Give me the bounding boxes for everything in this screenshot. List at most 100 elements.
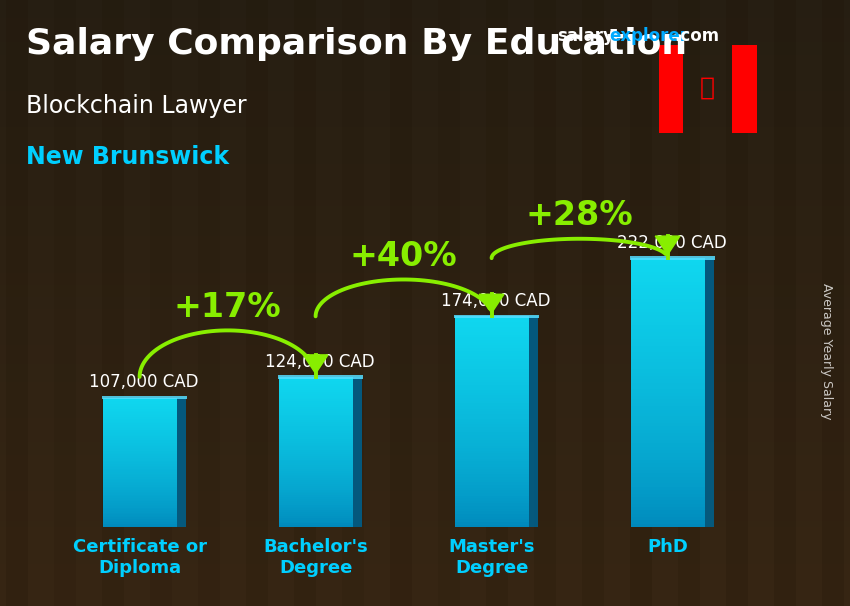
Text: 174,000 CAD: 174,000 CAD	[441, 292, 551, 310]
Bar	[103, 462, 177, 464]
Bar	[103, 407, 177, 409]
Bar	[455, 459, 529, 461]
Bar	[0, 327, 850, 333]
Bar	[631, 376, 705, 379]
Bar	[279, 478, 353, 480]
Bar	[278, 375, 363, 379]
Bar	[631, 524, 705, 527]
Bar	[455, 348, 529, 351]
Bar	[343, 0, 364, 606]
Bar	[103, 431, 177, 433]
Bar	[455, 414, 529, 416]
Bar	[103, 469, 177, 470]
Bar	[103, 508, 177, 510]
Bar	[0, 206, 850, 212]
Bar	[455, 432, 529, 435]
Bar	[279, 390, 353, 392]
Bar	[0, 539, 850, 545]
Bar	[455, 375, 529, 377]
Bar	[279, 456, 353, 458]
Bar	[103, 498, 177, 500]
Bar	[103, 458, 177, 459]
Bar	[0, 279, 850, 285]
Bar	[455, 324, 529, 327]
Bar	[279, 522, 353, 524]
Bar	[0, 188, 850, 194]
Bar	[631, 477, 705, 480]
Bar	[103, 524, 177, 525]
Bar	[103, 424, 177, 425]
Bar	[103, 461, 177, 462]
Bar	[279, 524, 353, 525]
Bar	[455, 498, 529, 501]
Bar	[0, 0, 850, 6]
Bar	[102, 396, 187, 399]
Bar	[0, 339, 850, 345]
Bar	[631, 332, 705, 336]
Bar	[279, 471, 353, 473]
Bar	[0, 61, 850, 67]
Bar	[103, 410, 177, 412]
Bar	[0, 533, 850, 539]
Polygon shape	[479, 295, 504, 313]
Bar	[631, 275, 705, 278]
Bar	[0, 248, 850, 255]
Bar	[455, 332, 529, 335]
Bar	[0, 42, 850, 48]
Bar	[455, 404, 529, 406]
Bar	[0, 291, 850, 297]
Bar	[0, 570, 850, 576]
Bar	[0, 24, 850, 30]
Bar	[0, 351, 850, 358]
Bar	[455, 438, 529, 440]
Bar	[0, 479, 850, 485]
Bar	[279, 399, 353, 401]
Bar	[455, 379, 529, 382]
Bar	[103, 422, 177, 424]
Bar	[279, 447, 353, 448]
Bar	[631, 484, 705, 487]
Text: 124,000 CAD: 124,000 CAD	[265, 353, 375, 371]
Bar	[0, 594, 850, 600]
Bar	[0, 461, 850, 467]
Bar	[631, 490, 705, 493]
Text: 222,000 CAD: 222,000 CAD	[617, 234, 727, 252]
Bar	[103, 490, 177, 491]
Text: .com: .com	[674, 27, 719, 45]
Bar	[279, 465, 353, 467]
Bar	[279, 398, 353, 399]
Bar	[455, 469, 529, 472]
Bar	[631, 325, 705, 329]
Bar	[279, 413, 353, 415]
Bar	[455, 371, 529, 375]
Bar	[631, 410, 705, 413]
Bar	[103, 417, 177, 419]
Bar	[455, 427, 529, 430]
Bar	[0, 97, 850, 103]
Bar	[631, 413, 705, 416]
Bar	[103, 456, 177, 458]
Bar	[455, 361, 529, 364]
Bar	[631, 352, 705, 356]
Bar	[0, 67, 850, 73]
Bar	[631, 329, 705, 332]
Bar	[631, 288, 705, 291]
Bar	[103, 454, 177, 456]
Bar	[150, 0, 172, 606]
Bar	[822, 0, 843, 606]
Bar	[279, 409, 353, 411]
Bar	[631, 349, 705, 352]
Bar	[455, 490, 529, 493]
Bar	[455, 338, 529, 340]
Bar	[0, 48, 850, 55]
Bar	[0, 255, 850, 261]
Bar	[455, 387, 529, 390]
Bar	[455, 504, 529, 506]
Bar	[455, 406, 529, 408]
Bar	[0, 424, 850, 430]
Bar	[279, 505, 353, 507]
Bar	[631, 403, 705, 406]
Bar	[0, 412, 850, 418]
Bar	[631, 345, 705, 349]
Bar	[455, 385, 529, 387]
